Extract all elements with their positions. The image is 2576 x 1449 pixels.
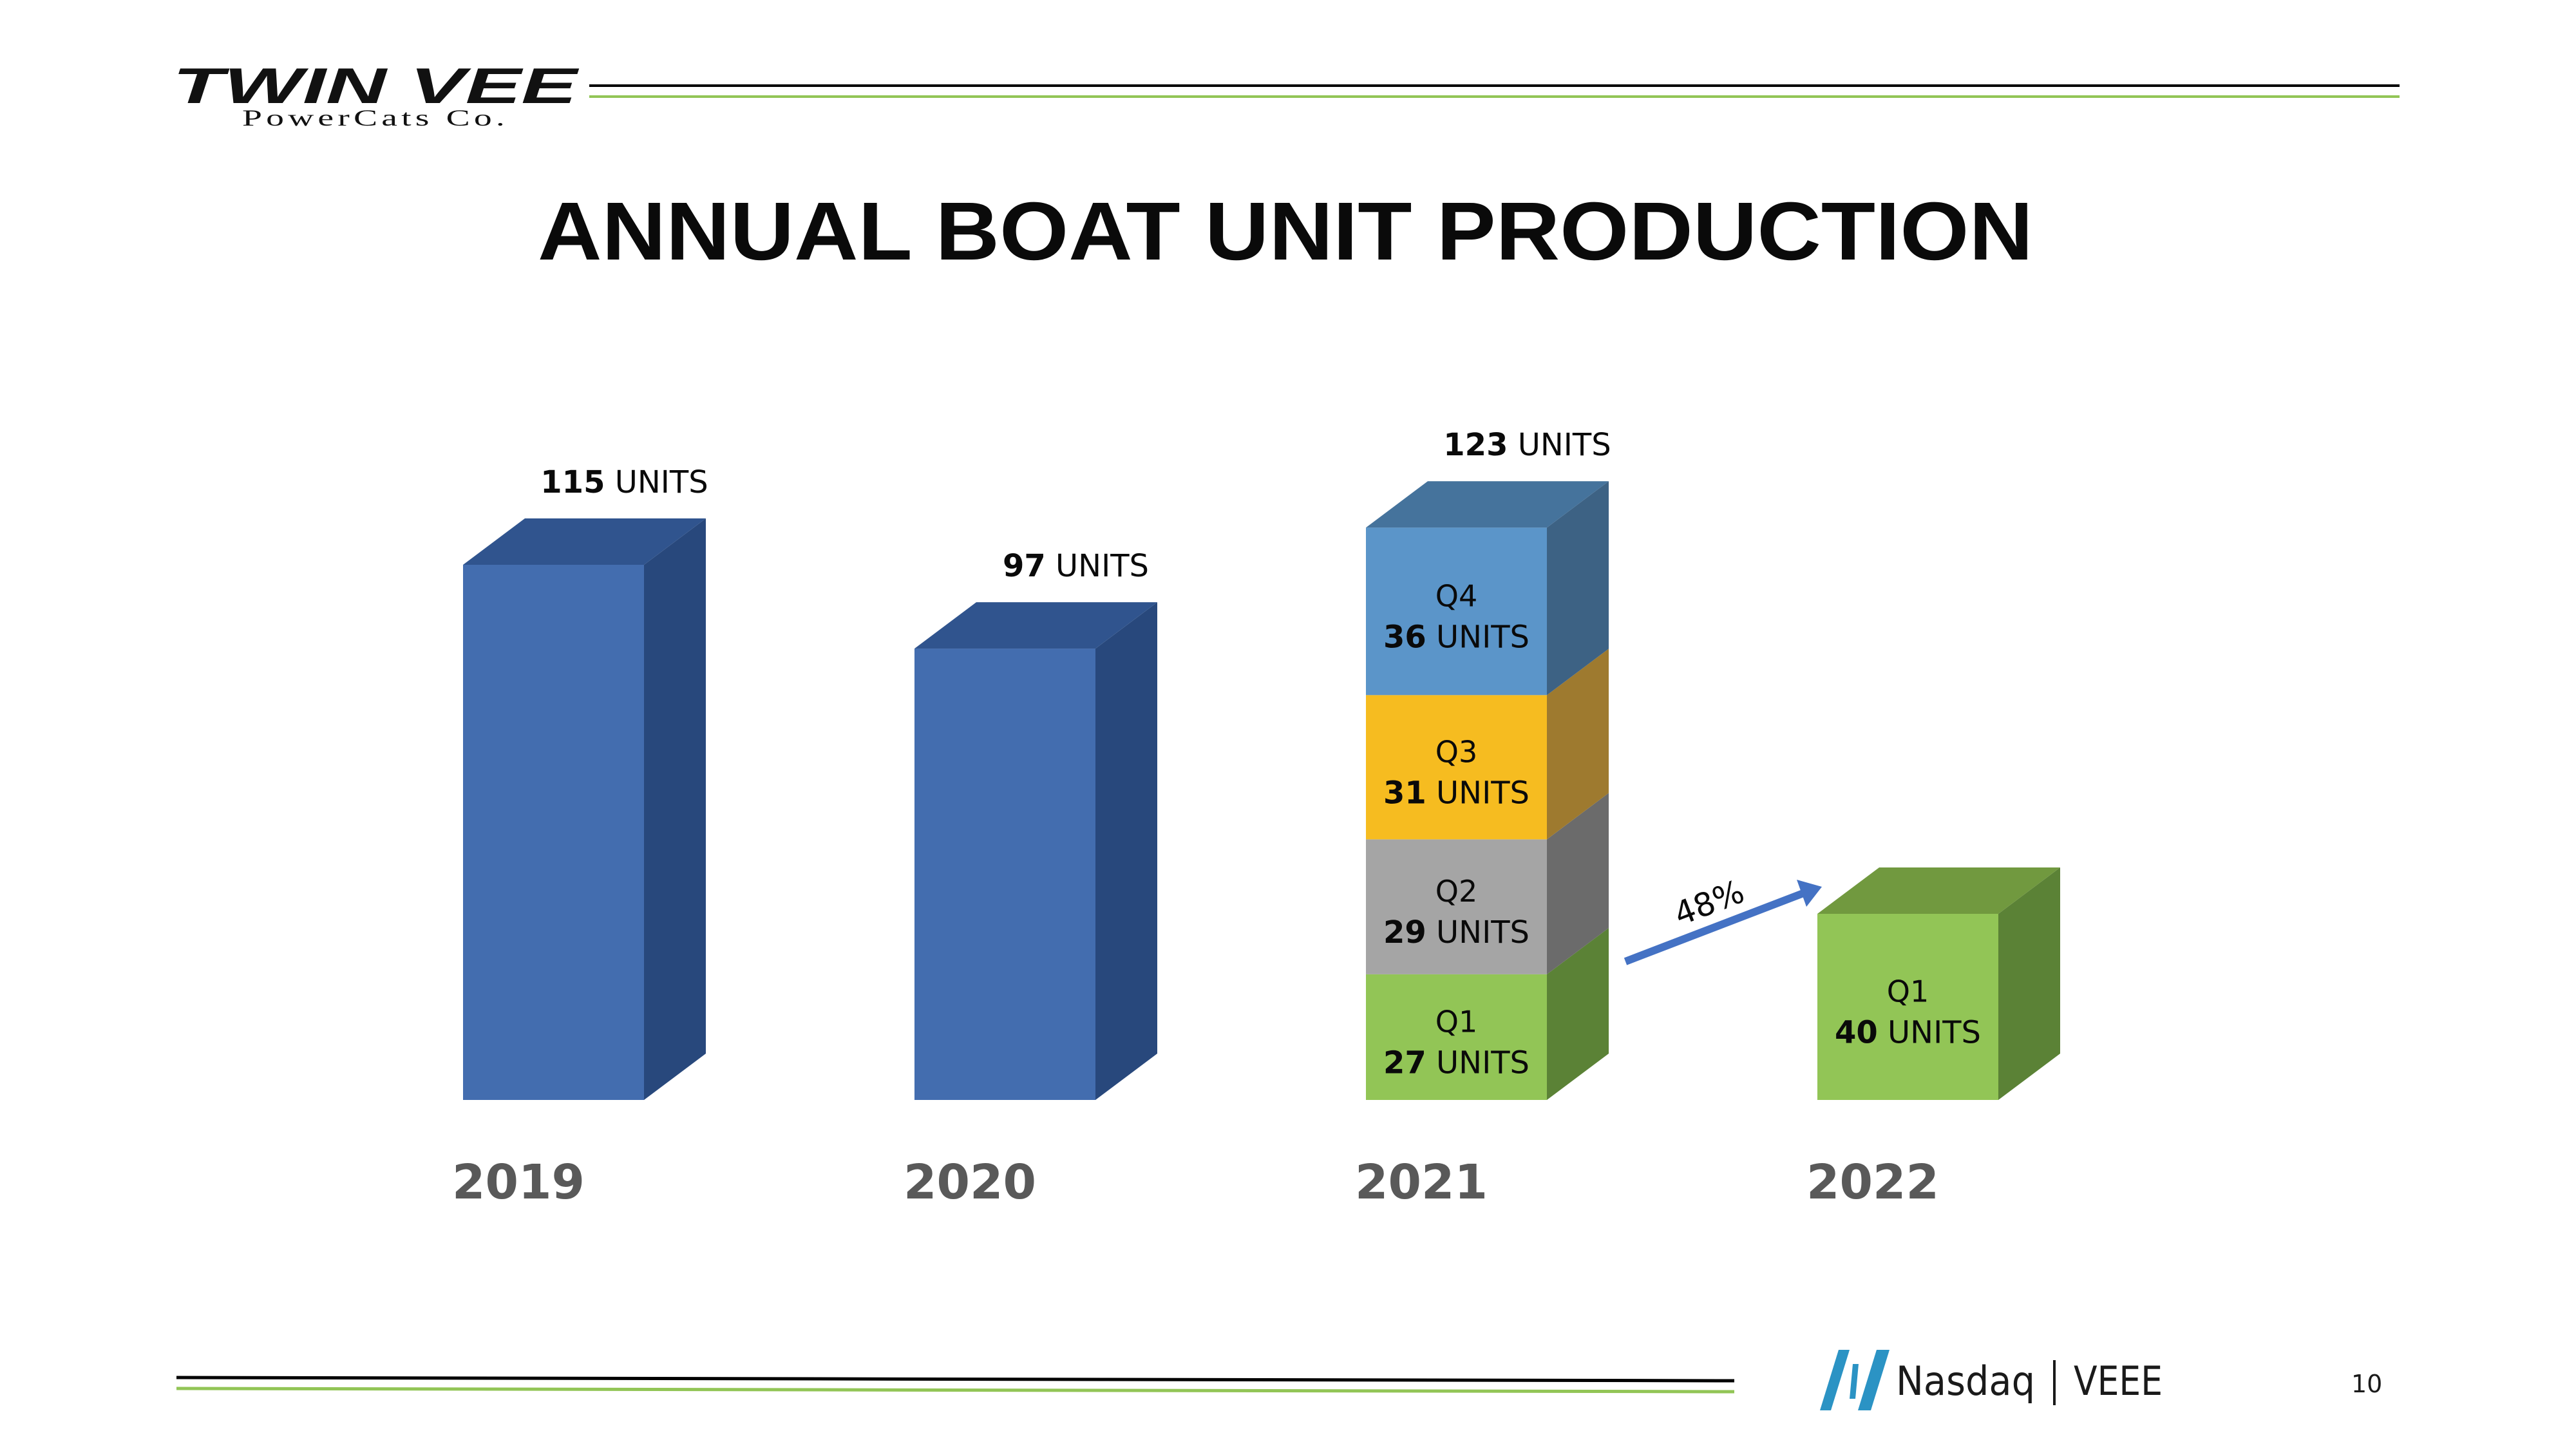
growth-arrow-head [1797,880,1822,907]
bar-segment-2021-q2-side [1547,793,1609,974]
segment-value-label-value: 29 [1383,914,1426,951]
segment-quarter-label: Q4 [1435,578,1477,613]
logo-tagline: PowerCats Co. [242,105,509,131]
bar-total-label-value: 97 [1003,548,1046,584]
bar-segment-2021-q1-side [1547,927,1609,1100]
segment-quarter-label: Q2 [1435,874,1477,909]
ticker-symbol: VEEE [2074,1358,2163,1405]
bar-segment-2021-q4-side [1547,481,1609,696]
bar-segment-2020-front [914,649,1095,1100]
segment-value-label: 36 UNITS [1383,619,1530,655]
bar-segment-2022-q1-side [1998,867,2060,1100]
page-number: 10 [2351,1370,2382,1398]
bar-chart: 115 UNITS 2019 97 UNITS 2020 Q1 27 UNITS Q2 29 … [452,427,2060,1210]
bar-segment-2020-top [914,602,1157,649]
x-tick-label: 2020 [904,1155,1036,1210]
segment-value-label-value: 40 [1835,1014,1878,1050]
bar-segment-2022-q1-top [1817,867,2060,914]
logo-wordmark: TWIN VEE [173,57,579,114]
segment-value-label-unit: UNITS [1426,619,1530,655]
footer-rule-accent [176,1387,1735,1394]
bar-total-label-unit: UNITS [1046,548,1149,584]
x-tick-label: 2021 [1355,1155,1488,1210]
segment-value-label: 27 UNITS [1383,1045,1530,1081]
segment-value-label-unit: UNITS [1878,1014,1981,1050]
bar-total-label-value: 123 [1443,427,1508,463]
bar-segment-2019-top [463,518,706,565]
growth-arrow-shaft [1624,889,1805,965]
bar-segment-2021-q4-front [1366,527,1547,696]
segment-value-label: 29 UNITS [1383,914,1530,951]
bar-total-label: 97 UNITS [1003,548,1149,584]
bar-total-label-unit: UNITS [1508,427,1611,463]
segment-value-label-value: 27 [1383,1045,1426,1081]
bar-total-label-value: 115 [540,464,605,500]
twin-vee-logo: TWIN VEE PowerCats Co. [173,57,579,131]
footer-rule-dark [176,1376,1735,1383]
x-tick-label: 2019 [452,1155,585,1210]
bar-segment-2022-q1-front [1817,913,1998,1100]
segment-value-label-unit: UNITS [1426,1045,1530,1081]
growth-annotation: 48% [1624,873,1822,965]
growth-percent-label: 48% [1669,873,1750,933]
bar-total-label-unit: UNITS [605,464,708,500]
bar-segment-2021-q2-front [1366,839,1547,974]
segment-value-label-unit: UNITS [1426,775,1530,811]
segment-value-label-unit: UNITS [1426,914,1530,951]
bar-segment-2021-q3-front [1366,695,1547,840]
segment-value-label: 40 UNITS [1835,1014,1981,1050]
bar-segment-2019-side [644,518,706,1100]
bar-2022: Q1 40 UNITS [1817,867,2060,1100]
bar-2020: 97 UNITS [914,548,1157,1100]
exchange-name: Nasdaq [1896,1358,2035,1405]
bar-segment-2020-side [1095,602,1157,1100]
bar-segment-2021-q4-top [1366,481,1609,528]
x-tick-label: 2022 [1806,1155,1939,1210]
bar-total-label: 123 UNITS [1443,427,1611,463]
segment-quarter-label: Q3 [1435,734,1477,769]
segment-quarter-label: Q1 [1887,974,1929,1009]
segment-value-label-value: 31 [1383,775,1426,811]
bar-segment-2021-q3-side [1547,649,1609,840]
segment-quarter-label: Q1 [1435,1004,1477,1039]
bar-total-label: 115 UNITS [540,464,708,500]
chart-title: ANNUAL BOAT UNIT PRODUCTION [538,185,2033,278]
nasdaq-logo-icon [1820,1350,1889,1410]
bar-segment-2019-front [463,565,644,1100]
bar-segment-2021-q1-front [1366,974,1547,1100]
segment-value-label-value: 36 [1383,619,1426,655]
segment-value-label: 31 UNITS [1383,775,1530,811]
bar-2021: Q1 27 UNITS Q2 29 UNITS Q3 31 UNITS Q4 36 UNITS… [1366,427,1611,1100]
bar-2019: 115 UNITS [463,464,708,1100]
